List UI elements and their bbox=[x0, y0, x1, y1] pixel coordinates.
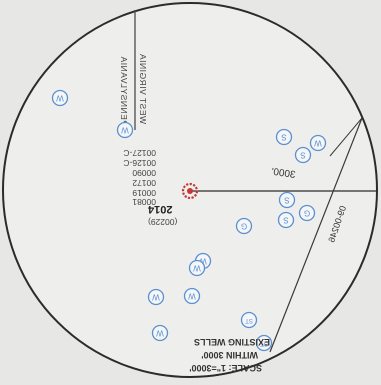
svg-text:ST: ST bbox=[260, 340, 268, 346]
svg-text:S: S bbox=[281, 133, 286, 142]
svg-text:W: W bbox=[193, 264, 201, 273]
well-number-item: 00019 bbox=[132, 188, 156, 198]
well-symbol-icon: S bbox=[277, 211, 295, 229]
well-symbol-icon: S bbox=[275, 128, 293, 146]
well-symbol-icon: ST bbox=[255, 334, 273, 352]
well-symbol-icon: W bbox=[147, 288, 165, 306]
legend: EXISTING WELLS WITHIN 3000' SCALE: 1"=30… bbox=[189, 337, 270, 373]
radius-label: 3000' bbox=[271, 167, 297, 181]
legend-line1: EXISTING WELLS bbox=[194, 337, 270, 347]
svg-text:W: W bbox=[56, 94, 64, 103]
legend-line3: SCALE: 1"=3000' bbox=[189, 363, 262, 373]
svg-text:ST: ST bbox=[245, 317, 253, 323]
center-well-number: 2014 bbox=[147, 203, 172, 215]
svg-text:G: G bbox=[241, 222, 247, 231]
west-virginia-label: WEST VIRGINIA bbox=[138, 53, 148, 124]
svg-text:W: W bbox=[156, 329, 164, 338]
well-symbol-icon: G bbox=[298, 204, 316, 222]
svg-text:W: W bbox=[121, 126, 129, 135]
center-well-api: (00229) bbox=[148, 217, 177, 227]
center-well-marker-icon bbox=[181, 182, 199, 200]
well-symbol-icon: W bbox=[51, 89, 69, 107]
svg-text:W: W bbox=[199, 257, 207, 266]
well-number-item: 00127-C bbox=[123, 148, 156, 158]
svg-text:G: G bbox=[304, 209, 310, 218]
well-number-item: 00126-C bbox=[123, 158, 156, 168]
well-symbol-icon: W bbox=[309, 134, 327, 152]
well-number-item: 00081 bbox=[132, 197, 156, 207]
well-symbol-icon: W bbox=[116, 121, 134, 139]
well-symbol-icon: S bbox=[278, 191, 296, 209]
lease-line-upper bbox=[329, 117, 363, 157]
well-symbol-icon: ST bbox=[240, 311, 258, 329]
well-number-list: 00127-C 00126-C 00090 00172 00019 00081 bbox=[123, 148, 156, 207]
legend-line2: WITHIN 3000' bbox=[201, 350, 258, 360]
well-number-item: 00172 bbox=[132, 178, 156, 188]
well-symbol-icon: W bbox=[188, 259, 206, 277]
svg-text:W: W bbox=[152, 293, 160, 302]
svg-text:S: S bbox=[300, 151, 305, 160]
lease-line bbox=[269, 117, 363, 353]
svg-text:W: W bbox=[314, 139, 322, 148]
well-symbol-icon: W bbox=[183, 287, 201, 305]
svg-text:S: S bbox=[284, 196, 289, 205]
svg-text:W: W bbox=[188, 292, 196, 301]
well-symbol-icon: G bbox=[235, 217, 253, 235]
pennsylvania-label: PENNSYLVANIA bbox=[119, 56, 129, 126]
well-number-item: 00090 bbox=[132, 168, 156, 178]
well-symbol-icon: W bbox=[151, 324, 169, 342]
svg-text:S: S bbox=[283, 216, 288, 225]
well-symbol-icon: S bbox=[294, 146, 312, 164]
